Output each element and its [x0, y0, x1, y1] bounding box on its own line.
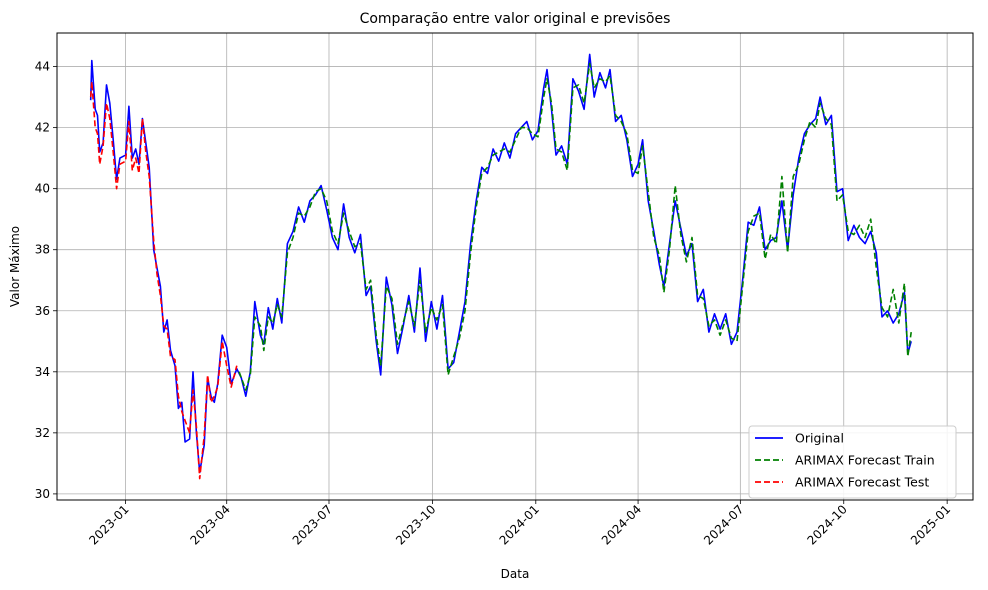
y-tick-label: 44: [35, 60, 50, 74]
y-axis-title: Valor Máximo: [8, 226, 22, 307]
y-tick-label: 36: [35, 304, 50, 318]
y-tick-label: 30: [35, 487, 50, 501]
series-line-original: [89, 53, 912, 474]
chart-title: Comparação entre valor original e previs…: [360, 11, 671, 27]
y-tick-label: 40: [35, 182, 50, 196]
series-line-arimax-forecast-test: [89, 81, 238, 480]
y-tick-label: 34: [35, 365, 50, 379]
legend-label-arimax-forecast-test: ARIMAX Forecast Test: [795, 475, 929, 490]
plot-area-frame: [56, 32, 974, 501]
series-lines: [89, 53, 912, 480]
x-axis-title: Data: [501, 567, 530, 581]
y-axis-ticks: 30 32 34 36 38 40 42 44: [35, 60, 57, 501]
legend-label-arimax-forecast-train: ARIMAX Forecast Train: [795, 453, 935, 468]
y-tick-label: 42: [35, 121, 50, 135]
legend: Original ARIMAX Forecast Train ARIMAX Fore…: [748, 425, 957, 499]
grid-lines: [57, 33, 973, 500]
y-tick-label: 32: [35, 426, 50, 440]
y-tick-label: 38: [35, 243, 50, 257]
legend-box: [748, 425, 957, 499]
legend-label-original: Original: [795, 431, 844, 446]
